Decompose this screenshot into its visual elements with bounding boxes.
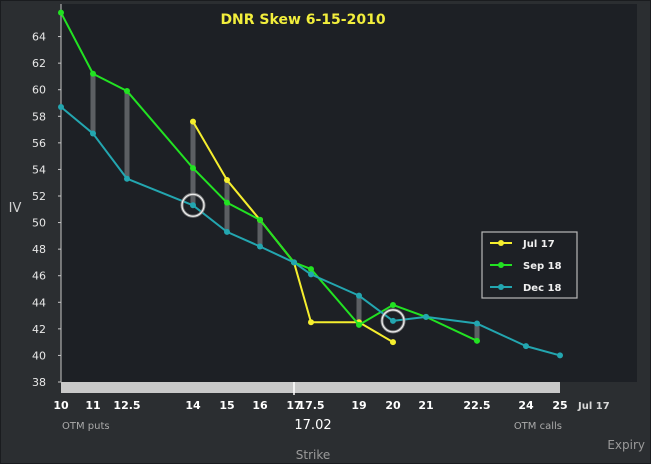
data-point [90,70,96,77]
data-point [390,317,396,324]
y-tick-label: 48 [32,243,46,256]
data-point [224,199,230,206]
y-tick-label: 40 [32,349,46,362]
data-point [356,292,362,299]
x-tick-label: 16 [252,399,268,412]
highlight-ring-inner [181,193,205,217]
x-tick-label: 21 [418,399,433,412]
x-tick-label: 22.5 [463,399,490,412]
y-tick-label: 64 [32,31,46,44]
legend-swatch-dot [498,262,504,268]
data-point [90,130,96,137]
y-axis-label: IV [9,201,22,216]
legend-label: Dec 18 [523,283,561,294]
x-tick-label: 20 [385,399,401,412]
y-tick-label: 60 [32,84,46,97]
chart-title: DNR Skew 6-15-2010 [220,12,385,28]
y-tick-label: 46 [32,270,46,283]
data-point [190,202,196,209]
data-point [224,228,230,235]
legend-label: Jul 17 [522,239,555,250]
data-point [291,259,297,266]
data-point [308,319,314,326]
x-axis-label: Strike [296,448,331,462]
y-tick-label: 42 [32,323,46,336]
expiry-label: Expiry [607,438,645,452]
y-tick-label: 56 [32,137,46,150]
data-point [523,343,529,350]
x-tick-label: 14 [185,399,201,412]
data-point [257,216,263,223]
y-tick-label: 38 [32,376,46,389]
legend-swatch-dot [498,240,504,246]
x-tick-label: 17.5 [297,399,324,412]
series-line-dec-18 [60,106,561,357]
y-tick-label: 58 [32,110,46,123]
data-point [190,118,196,125]
x-tick-label: 12.5 [113,399,140,412]
x-axis-strip [61,382,560,393]
data-point [308,266,314,273]
otm-calls-label: OTM calls [514,421,562,432]
spot-price-label: 17.02 [294,418,331,433]
series-line-sep-18 [60,12,478,342]
legend-label: Sep 18 [523,261,562,272]
data-point [124,88,130,95]
data-point [308,271,314,278]
plot-area [61,4,637,382]
y-tick-label: 50 [32,217,46,230]
y-tick-label: 62 [32,57,46,70]
y-tick-label: 52 [32,190,46,203]
data-point [58,103,64,110]
data-point [190,165,196,172]
data-point [390,339,396,346]
data-point [257,243,263,250]
x-tick-label: 24 [518,399,534,412]
y-tick-label: 44 [32,296,46,309]
data-point [474,337,480,344]
data-point [356,321,362,328]
data-point [124,175,130,182]
data-point [423,313,429,320]
x-tick-label: 17 [286,399,301,412]
x-extra-tick-label: Jul 17 [577,401,610,412]
legend-swatch-dot [498,284,504,290]
data-point [390,301,396,308]
data-point [557,352,563,359]
y-tick-label: 54 [32,163,46,176]
x-tick-label: 19 [351,399,366,412]
x-tick-label: 15 [219,399,234,412]
x-tick-label: 11 [85,399,100,412]
x-tick-label: 25 [552,399,567,412]
highlight-ring-inner [381,309,405,333]
x-tick-label: 10 [53,399,69,412]
otm-puts-label: OTM puts [62,421,110,432]
data-point [224,177,230,184]
data-point [58,9,64,16]
data-point [474,320,480,327]
